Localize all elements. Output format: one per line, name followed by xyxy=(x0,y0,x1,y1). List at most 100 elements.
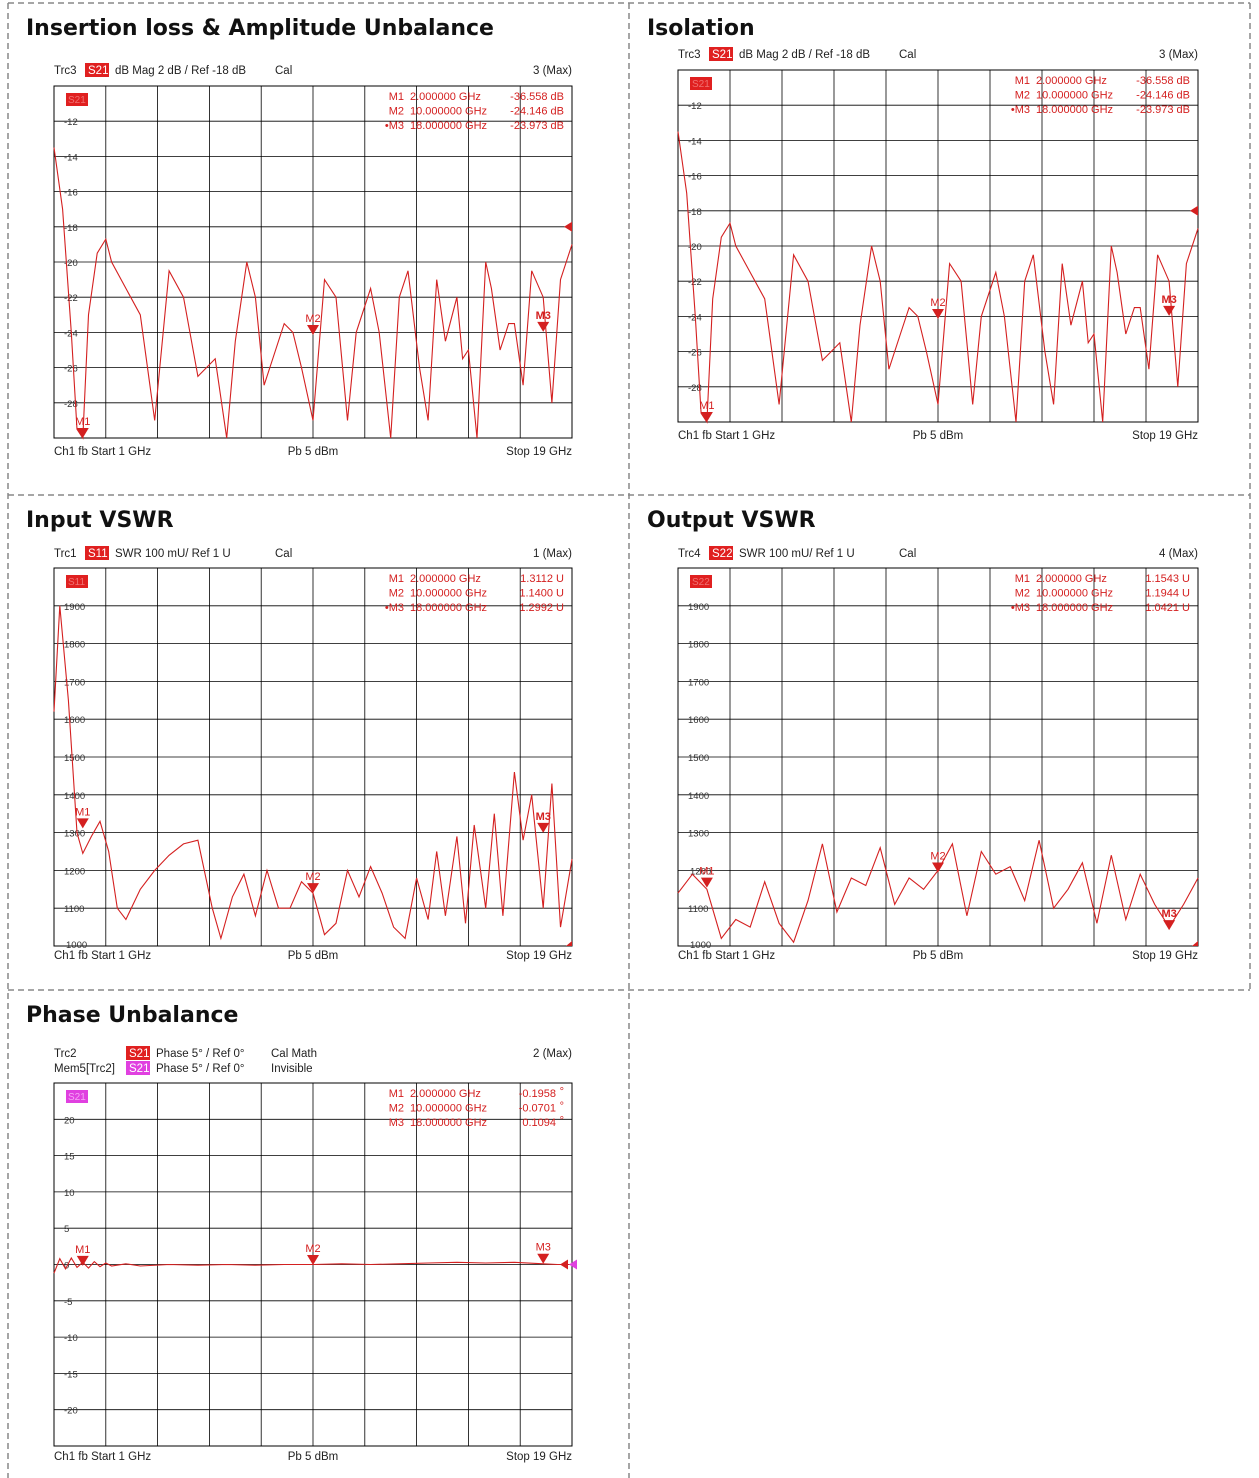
y-tick-label: 10 xyxy=(64,1188,75,1199)
y-tick-label: 1800 xyxy=(688,640,709,651)
reference-arrow xyxy=(1192,941,1198,946)
marker-label: M2 xyxy=(930,297,945,309)
marker-unit: ° xyxy=(560,1101,564,1113)
marker-label: M3 xyxy=(536,1242,551,1254)
y-tick-label: -12 xyxy=(688,101,702,112)
cal-label: Cal Math xyxy=(271,1048,317,1060)
input-vswr-panel: Input VSWR Trc1 S11 SWR 100 mU/ Ref 1 U Cal… xyxy=(8,495,629,990)
marker-name: M1 xyxy=(389,573,404,585)
inplot-param-badge xyxy=(66,93,88,106)
marker-triangle xyxy=(76,818,89,829)
y-tick-label: -14 xyxy=(688,136,702,147)
footer-power: Pb 5 dBm xyxy=(913,430,964,442)
y-tick-label: -20 xyxy=(688,242,702,253)
marker-freq: 18.000000 GHz xyxy=(1036,602,1113,614)
trace-line xyxy=(53,605,573,941)
output-vswr-chart: Trc4 S22 SWR 100 mU/ Ref 1 U Cal 4 (Max) 1900… xyxy=(677,546,1199,962)
marker-name: •M3 xyxy=(1011,602,1030,614)
y-tick-label: 1000 xyxy=(690,940,711,951)
reference-arrow xyxy=(564,221,572,232)
marker-value: -36.558 dB xyxy=(1136,75,1190,87)
footer-stop: Stop 19 GHz xyxy=(506,1451,572,1463)
marker-label: M1 xyxy=(75,1244,90,1256)
y-tick-label: 1600 xyxy=(64,715,85,726)
marker-label: M3 xyxy=(536,811,551,823)
param-badge xyxy=(126,1046,150,1060)
param-label: S21 xyxy=(129,1048,149,1060)
max-label: 4 (Max) xyxy=(1159,548,1198,560)
marker-label: M1 xyxy=(75,806,90,818)
inplot-param-label: S11 xyxy=(68,577,85,588)
param-label: S22 xyxy=(712,548,732,560)
y-tick-label: 1200 xyxy=(690,866,711,877)
trace-label: Trc1 xyxy=(54,548,77,560)
y-tick-label: 20 xyxy=(64,1115,75,1126)
marker-name: M2 xyxy=(389,588,404,600)
footer-stop: Stop 19 GHz xyxy=(506,446,572,458)
inplot-param-label: S21 xyxy=(68,95,86,106)
marker-name: M1 xyxy=(389,91,404,103)
y-tick-label: -20 xyxy=(64,1406,78,1417)
marker-name: •M3 xyxy=(385,120,404,132)
marker-name: M2 xyxy=(389,1103,404,1115)
marker-triangle xyxy=(932,862,944,873)
y-tick-label: -26 xyxy=(64,364,78,375)
max-label: 3 (Max) xyxy=(1159,49,1198,61)
marker-name: M1 xyxy=(1015,573,1030,585)
marker-value: 1.1400 U xyxy=(519,588,564,600)
param-badge xyxy=(709,546,733,560)
mem-reference-arrow xyxy=(569,1259,577,1270)
y-tick-label: 1500 xyxy=(688,753,709,764)
reference-arrow xyxy=(1190,205,1198,216)
marker-label: M1 xyxy=(699,866,714,878)
marker-freq: 2.000000 GHz xyxy=(410,1088,481,1100)
y-tick-label: -22 xyxy=(688,277,702,288)
mem-param-label: S21 xyxy=(129,1063,149,1075)
marker-triangle xyxy=(307,324,319,335)
footer-stop: Stop 19 GHz xyxy=(506,950,572,962)
marker-freq: 2.000000 GHz xyxy=(1036,75,1107,87)
y-tick-label: 1100 xyxy=(64,904,84,915)
marker-freq: 18.000000 GHz xyxy=(1036,104,1113,116)
footer-start: Ch1 fb Start 1 GHz xyxy=(678,950,775,962)
inplot-param-badge xyxy=(690,77,712,90)
y-tick-label: -22 xyxy=(64,293,78,304)
y-tick-label: 1200 xyxy=(64,866,85,877)
y-tick-label: -12 xyxy=(64,117,78,128)
y-tick-label: -15 xyxy=(64,1369,78,1380)
trace-format: Phase 5° / Ref 0° xyxy=(156,1048,244,1060)
cal-label: Cal xyxy=(275,65,292,77)
mem-param-badge xyxy=(126,1061,150,1075)
marker-value: 0.1094 xyxy=(522,1117,556,1129)
marker-freq: 18.000000 GHz xyxy=(410,602,487,614)
trace-format: dB Mag 2 dB / Ref -18 dB xyxy=(115,65,246,77)
marker-name: M2 xyxy=(389,106,404,118)
marker-name: •M3 xyxy=(1011,104,1030,116)
marker-label: M2 xyxy=(930,851,945,863)
marker-freq: 2.000000 GHz xyxy=(1036,573,1107,585)
footer-stop: Stop 19 GHz xyxy=(1132,430,1198,442)
cal-label: Cal xyxy=(899,548,916,560)
marker-name: •M3 xyxy=(385,602,404,614)
y-tick-label: -16 xyxy=(688,172,702,183)
insertion-loss-chart: Trc3 S21 dB Mag 2 dB / Ref -18 dB Cal 3 (Max… xyxy=(53,63,573,458)
y-tick-label: 1800 xyxy=(64,640,85,651)
marker-label: M2 xyxy=(305,1243,320,1255)
trace-line xyxy=(53,1256,572,1274)
trace-format: SWR 100 mU/ Ref 1 U xyxy=(739,548,855,560)
insertion-loss-panel: Insertion loss & Amplitude Unbalance Trc… xyxy=(8,3,629,495)
cal-label: Cal xyxy=(899,49,916,61)
marker-triangle xyxy=(537,1253,550,1264)
mem-format: Phase 5° / Ref 0° xyxy=(156,1063,244,1075)
input-vswr-chart: Trc1 S11 SWR 100 mU/ Ref 1 U Cal 1 (Max) 1900… xyxy=(53,546,573,962)
trace-format: SWR 100 mU/ Ref 1 U xyxy=(115,548,231,560)
y-tick-label: 1900 xyxy=(688,602,709,613)
trace-label: Trc4 xyxy=(678,548,701,560)
marker-value: -0.0701 xyxy=(519,1103,556,1115)
marker-name: M1 xyxy=(1015,75,1030,87)
max-label: 3 (Max) xyxy=(533,65,572,77)
param-label: S21 xyxy=(88,65,108,77)
marker-label: M1 xyxy=(699,400,714,412)
marker-triangle xyxy=(932,308,944,319)
